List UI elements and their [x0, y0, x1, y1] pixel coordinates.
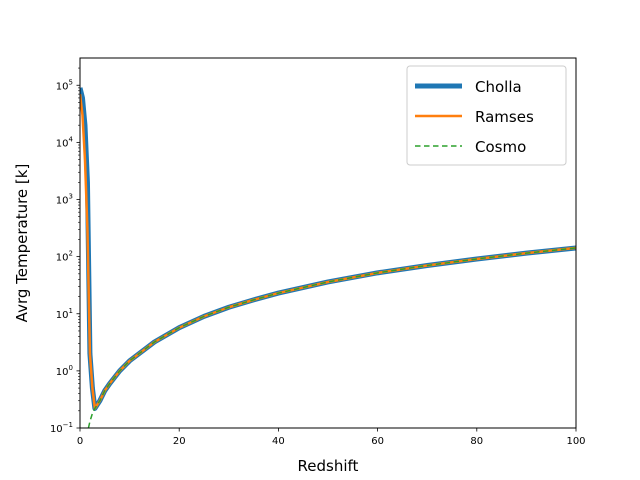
x-tick-label: 20 [173, 436, 186, 447]
x-tick-label: 100 [566, 436, 585, 447]
plot-frame [79, 57, 577, 429]
x-axis-label: Redshift [298, 457, 359, 475]
x-tick-label: 80 [470, 436, 483, 447]
legend-label-cosmo: Cosmo [475, 138, 526, 156]
y-tick-label: 104 [56, 135, 74, 149]
legend-label-ramses: Ramses [475, 108, 534, 126]
legend: Cholla Ramses Cosmo [406, 65, 567, 166]
series-layer [80, 87, 576, 428]
x-tick-label: 0 [77, 436, 83, 447]
y-axis: 10−1 100 101 102 103 104 105 [50, 67, 80, 435]
y-tick-label: 10−1 [50, 421, 73, 435]
x-tick-label: 40 [272, 436, 285, 447]
y-tick-label: 105 [56, 78, 73, 92]
y-tick-label: 102 [56, 250, 73, 264]
x-tick-label: 60 [371, 436, 384, 447]
legend-label-cholla: Cholla [475, 78, 522, 96]
x-axis: 0 20 40 60 80 100 [77, 428, 586, 447]
legend-box [406, 65, 567, 166]
y-tick-label: 103 [56, 193, 73, 207]
series-line-cosmo [87, 247, 576, 428]
y-tick-label: 100 [56, 364, 73, 378]
y-tick-label: 101 [56, 307, 73, 321]
y-axis-label: Avrg Temperature [k] [13, 164, 31, 323]
